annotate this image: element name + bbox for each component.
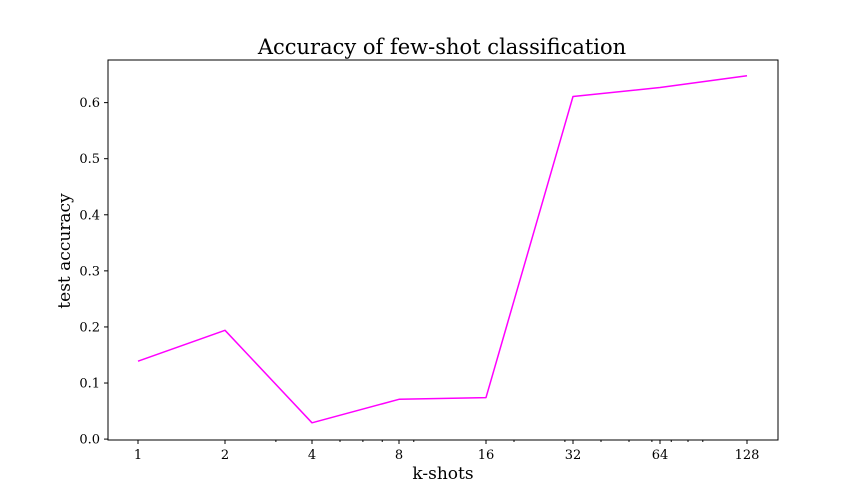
y-tick-label: 0.5 <box>79 152 100 167</box>
series-group <box>137 74 748 424</box>
y-tick-label: 0.0 <box>79 433 100 448</box>
y-tick-label: 0.3 <box>79 264 100 279</box>
x-tick-label: 16 <box>478 448 495 463</box>
x-tick-label: 1 <box>134 448 142 463</box>
x-tick-label: 2 <box>221 448 229 463</box>
y-axis: 0.0 0.1 0.2 0.3 0.4 0.5 0.6 <box>79 96 108 448</box>
x-tick-label: 32 <box>565 448 582 463</box>
y-tick-label: 0.1 <box>79 377 100 392</box>
x-tick-label: 128 <box>735 448 760 463</box>
series-line-0 <box>137 74 748 424</box>
plot-frame <box>107 59 779 441</box>
x-tick-label: 64 <box>652 448 669 463</box>
y-axis-label: test accuracy <box>55 193 75 309</box>
chart-title: Accuracy of few-shot classification <box>257 35 626 59</box>
x-axis-label: k-shots <box>412 464 473 484</box>
y-tick-label: 0.6 <box>79 96 100 111</box>
x-tick-label: 4 <box>308 448 316 463</box>
y-tick-label: 0.4 <box>79 208 100 223</box>
x-tick-label: 8 <box>395 448 403 463</box>
x-axis: 1 2 4 8 16 32 64 128 <box>134 440 760 463</box>
y-tick-label: 0.2 <box>79 320 100 335</box>
